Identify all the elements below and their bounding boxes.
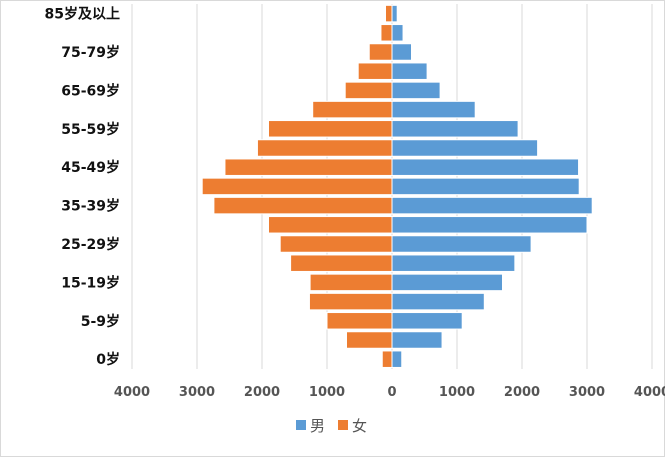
female-bar-45-49岁 bbox=[224, 158, 393, 176]
y-tick-label: 25-29岁 bbox=[61, 236, 120, 253]
female-bar-60-64岁 bbox=[312, 100, 393, 119]
female-bar-40-44岁 bbox=[201, 177, 393, 196]
legend-label: 男 bbox=[310, 417, 325, 435]
female-bar-1-4岁 bbox=[346, 331, 393, 349]
y-tick-label: 75-79岁 bbox=[61, 44, 120, 61]
female-bar-25-29岁 bbox=[279, 235, 393, 253]
female-bar-5-9岁 bbox=[326, 312, 393, 330]
x-tick-label: 1000 bbox=[439, 385, 475, 400]
male-bar-45-49岁 bbox=[391, 158, 580, 176]
female-bar-55-59岁 bbox=[268, 120, 393, 138]
female-bar-65-69岁 bbox=[344, 81, 393, 100]
female-bar-80-84岁 bbox=[380, 24, 393, 42]
male-bar-25-29岁 bbox=[391, 235, 532, 253]
male-bar-40-44岁 bbox=[391, 177, 580, 196]
female-bar-75-79岁 bbox=[368, 43, 393, 61]
male-bar-10-14岁 bbox=[391, 292, 485, 311]
male-bars bbox=[391, 4, 593, 368]
x-tick-label: 3000 bbox=[179, 385, 215, 400]
male-bar-35-39岁 bbox=[391, 196, 593, 215]
y-tick-label: 15-19岁 bbox=[61, 274, 120, 291]
female-bar-35-39岁 bbox=[213, 196, 393, 215]
male-bar-65-69岁 bbox=[391, 81, 441, 100]
male-bar-0岁 bbox=[391, 350, 403, 368]
male-bar-50-54岁 bbox=[391, 139, 539, 157]
male-bar-20-24岁 bbox=[391, 254, 516, 272]
female-bar-50-54岁 bbox=[256, 139, 393, 157]
y-tick-label: 35-39岁 bbox=[61, 198, 120, 215]
female-bar-20-24岁 bbox=[290, 254, 393, 272]
y-tick-label: 45-49岁 bbox=[61, 159, 120, 176]
male-bar-5-9岁 bbox=[391, 312, 463, 330]
legend-swatch bbox=[296, 420, 306, 430]
x-tick-label: 4000 bbox=[634, 385, 665, 400]
male-bar-75-79岁 bbox=[391, 43, 412, 61]
male-bar-55-59岁 bbox=[391, 120, 519, 138]
female-bar-10-14岁 bbox=[308, 292, 393, 311]
y-tick-label: 65-69岁 bbox=[61, 82, 120, 99]
y-tick-label: 5-9岁 bbox=[81, 313, 120, 330]
x-tick-label: 2000 bbox=[504, 385, 540, 400]
female-bar-30-34岁 bbox=[268, 216, 393, 234]
legend-label: 女 bbox=[352, 417, 367, 435]
female-bars bbox=[201, 4, 393, 368]
x-tick-label: 1000 bbox=[309, 385, 345, 400]
legend-swatch bbox=[338, 420, 348, 430]
y-axis-labels: 0岁 5-9岁 15-19岁 25-29岁 35-39岁 45-49岁 55-59岁 65-6… bbox=[45, 6, 120, 369]
legend: 男女 bbox=[296, 417, 367, 435]
x-tick-label: 2000 bbox=[244, 385, 280, 400]
female-bar-85岁及以上 bbox=[385, 4, 393, 23]
y-tick-label: 0岁 bbox=[96, 351, 120, 368]
male-bar-70-74岁 bbox=[391, 62, 428, 80]
female-bar-0岁 bbox=[381, 350, 393, 368]
x-axis-labels: 4000 3000 2000 1000 0 1000 2000 3000 4000 bbox=[114, 385, 665, 400]
y-tick-label: 55-59岁 bbox=[61, 121, 120, 138]
x-tick-label: 0 bbox=[387, 385, 396, 400]
male-bar-80-84岁 bbox=[391, 24, 404, 42]
male-bar-60-64岁 bbox=[391, 100, 476, 119]
male-bar-1-4岁 bbox=[391, 331, 443, 349]
x-tick-label: 3000 bbox=[569, 385, 605, 400]
male-bar-15-19岁 bbox=[391, 273, 503, 292]
x-tick-label: 4000 bbox=[114, 385, 150, 400]
female-bar-70-74岁 bbox=[357, 62, 393, 80]
male-bar-30-34岁 bbox=[391, 216, 588, 234]
female-bar-15-19岁 bbox=[309, 273, 393, 292]
male-bar-85岁及以上 bbox=[391, 4, 398, 23]
y-tick-label: 85岁及以上 bbox=[45, 6, 120, 23]
